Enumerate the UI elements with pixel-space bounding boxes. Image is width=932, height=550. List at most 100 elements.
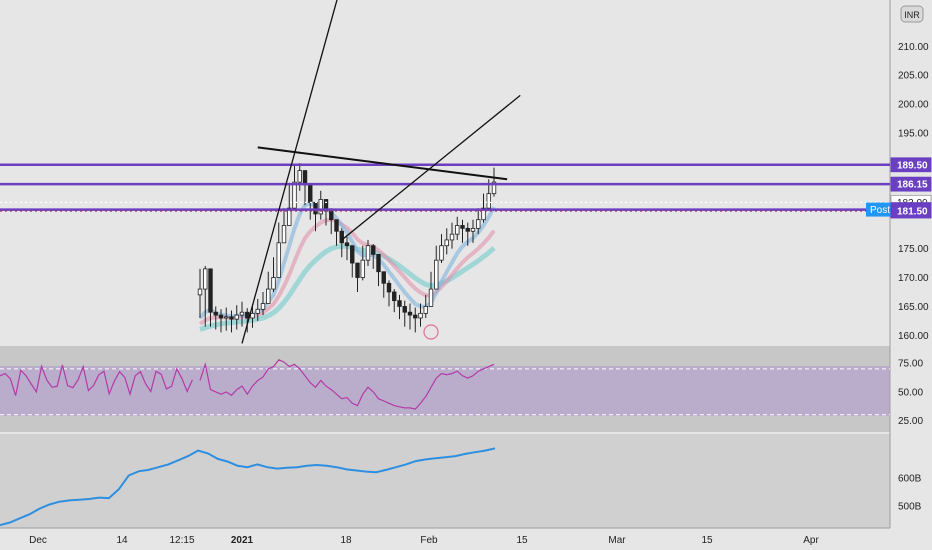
trendline-3	[257, 146, 508, 181]
candle-body	[386, 282, 392, 293]
candle-body	[376, 253, 381, 273]
rsi-tick-label: 75.00	[898, 359, 923, 370]
candle-body	[276, 242, 281, 278]
volume-tick-label: 500B	[898, 501, 922, 512]
price-tick-label: 195.00	[898, 128, 929, 139]
y-axis-ticks: 160.00 165.00 170.00 175.00 195.00 200.00 205.…	[898, 42, 929, 513]
rsi-line-history	[0, 364, 193, 397]
price-tick-label: 205.00	[898, 71, 929, 82]
candle-body	[224, 316, 229, 319]
candle-body	[470, 227, 476, 232]
time-tick-label: Apr	[803, 535, 819, 546]
low-marker	[423, 324, 439, 340]
price-axis[interactable]	[890, 0, 932, 530]
candle-body	[292, 181, 297, 209]
candle-body	[250, 312, 255, 319]
level-badge-box	[890, 157, 932, 173]
candle-body	[218, 314, 224, 319]
candle-body	[297, 170, 302, 183]
candle-body	[407, 311, 413, 316]
candle-body	[302, 170, 308, 186]
candle-body	[444, 239, 449, 247]
time-tick-label: 15	[701, 535, 713, 546]
candle-body	[355, 262, 360, 278]
level-tag-box	[866, 202, 891, 217]
candle-body	[460, 225, 465, 229]
price-tick-label: 160.00	[898, 331, 929, 342]
candle-body	[439, 245, 444, 261]
time-tick-label: 2021	[231, 535, 254, 546]
candle-body	[245, 311, 250, 319]
candle-body	[287, 207, 292, 226]
candle-body	[423, 306, 428, 314]
candle-body	[402, 306, 407, 313]
trendline-2	[341, 94, 521, 241]
price-tick-label: 200.00	[898, 100, 929, 111]
time-tick-label: 15	[516, 535, 528, 546]
candle-body	[476, 219, 481, 229]
volume-line	[0, 447, 496, 527]
trendline-1	[241, 0, 338, 344]
candle-body	[339, 230, 344, 244]
candle-body	[413, 314, 418, 319]
level-badge-label: 186.15	[897, 180, 928, 191]
time-axis[interactable]	[0, 528, 932, 550]
candle-body	[229, 316, 234, 320]
candle-body	[281, 225, 287, 244]
candle-body	[449, 233, 455, 241]
candle-body	[255, 308, 260, 314]
candle-body	[313, 201, 318, 215]
candle-body	[350, 245, 355, 264]
rsi-tick-label: 25.00	[898, 416, 923, 427]
level-badge-box	[890, 176, 932, 192]
candle-body	[239, 311, 245, 316]
candle-body	[434, 259, 439, 290]
candle-body	[381, 271, 386, 284]
candle-body	[208, 268, 213, 313]
time-tick-label: 14	[116, 535, 128, 546]
rsi-line	[199, 359, 495, 410]
candle-body	[213, 311, 218, 316]
time-tick-label: Feb	[420, 535, 438, 546]
candle-body	[418, 312, 423, 319]
level-badge-label: 189.50	[897, 160, 928, 171]
price-tick-label: 175.00	[898, 244, 929, 255]
candle-body	[344, 242, 350, 247]
rsi-series	[0, 359, 890, 416]
rsi-tick-label: 50.00	[898, 387, 923, 398]
candle-body	[371, 245, 376, 255]
candle-body	[234, 314, 239, 320]
volume-series	[0, 447, 496, 527]
candle-body	[365, 245, 371, 261]
rsi-band	[0, 366, 890, 416]
candle-body	[491, 181, 497, 195]
trendlines	[241, 0, 521, 344]
horizontal-levels	[0, 163, 890, 212]
candle-body	[428, 288, 434, 307]
candle-body	[308, 184, 313, 203]
candle-body	[271, 277, 276, 290]
candle-body	[266, 288, 271, 304]
price-tick-label: 210.00	[898, 42, 929, 53]
candle-body	[455, 225, 460, 235]
currency-label: INR	[904, 10, 920, 20]
currency-badge[interactable]: INR	[900, 5, 924, 23]
volume-tick-label: 600B	[898, 474, 922, 485]
candle-body	[260, 303, 266, 310]
level-tag-label: Post	[870, 205, 890, 216]
candlesticks	[197, 163, 497, 333]
candle-body	[481, 207, 486, 221]
candle-body	[397, 300, 402, 307]
volume-pane[interactable]	[0, 434, 890, 528]
candle-body	[318, 199, 323, 215]
time-tick-label: Mar	[608, 535, 626, 546]
candle-body	[486, 193, 491, 209]
price-tick-label: 170.00	[898, 273, 929, 284]
candle-body	[197, 288, 203, 296]
x-axis-ticks: Dec 14 12:15 2021 18 Feb 15 Mar 15 Apr	[29, 535, 819, 546]
time-tick-label: 12:15	[169, 535, 194, 546]
candle-body	[392, 291, 397, 302]
time-tick-label: 18	[340, 535, 352, 546]
